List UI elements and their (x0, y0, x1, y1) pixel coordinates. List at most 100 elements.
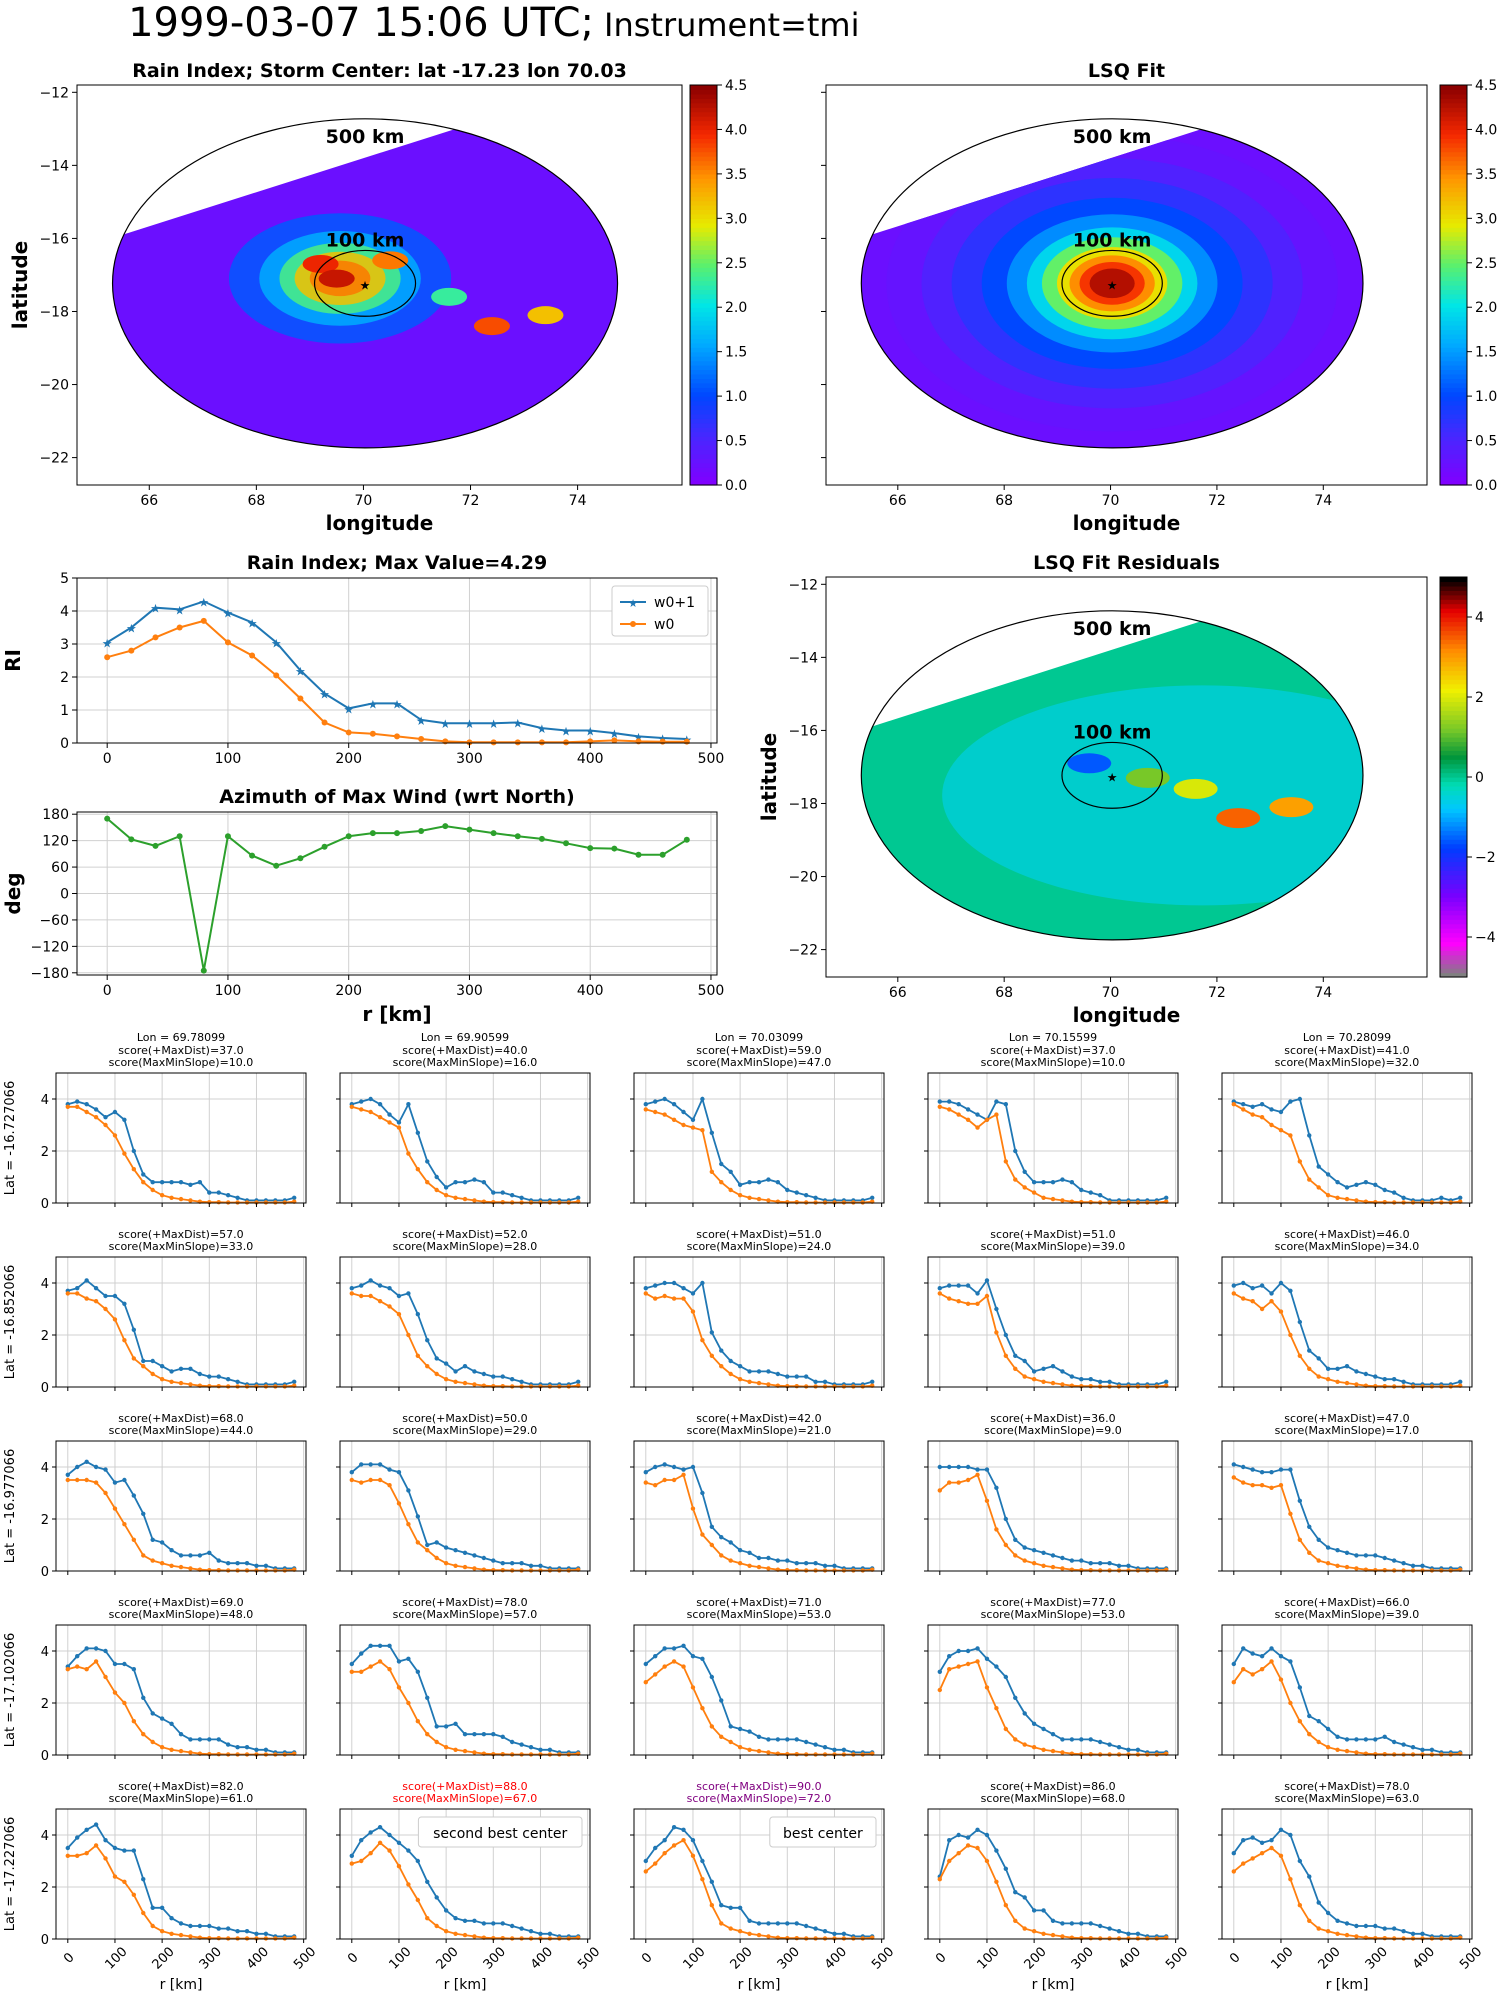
data-point: ★ (247, 617, 258, 631)
y-tick-label: −20 (39, 378, 69, 394)
colorbar-band (1440, 458, 1467, 464)
data-point (159, 1540, 165, 1545)
data-point (178, 1196, 184, 1202)
data-point (1391, 1200, 1397, 1205)
data-point (150, 1923, 155, 1929)
data-point (368, 1096, 373, 1102)
data-point (188, 1750, 193, 1755)
score-maxminslope: score(MaxMinSlope)=57.0 (393, 1608, 538, 1621)
colorbar-band (690, 191, 717, 197)
data-point (965, 1835, 971, 1840)
colorbar-band (1440, 825, 1467, 831)
data-point (681, 1827, 686, 1833)
data-point (785, 1558, 790, 1563)
data-point (643, 1291, 648, 1296)
data-point (611, 845, 618, 852)
data-point (653, 1464, 658, 1470)
candidate-panel: Lon = 70.03099score(+MaxDist)=59.0score(… (630, 1031, 885, 1207)
data-point (1050, 1380, 1056, 1386)
data-point (528, 1929, 534, 1934)
x-tick-label: 70 (355, 493, 373, 509)
data-point (719, 1180, 724, 1185)
data-point (509, 1377, 515, 1382)
data-point (1003, 1353, 1009, 1359)
rain-cell (527, 306, 564, 325)
data-point (273, 1568, 278, 1573)
colorbar-band (1440, 480, 1467, 486)
data-point (104, 815, 111, 822)
colorbar-band (690, 151, 717, 157)
data-point (1022, 1358, 1027, 1364)
data-point (1410, 1384, 1416, 1389)
plot-frame (927, 1808, 1179, 1940)
data-point (1335, 1548, 1340, 1553)
data-point (1022, 1374, 1027, 1379)
colorbar: 0.00.51.01.52.02.53.03.54.04.5 (689, 78, 747, 494)
x-axis-label: longitude (1073, 1003, 1181, 1027)
data-point (169, 1931, 174, 1937)
data-point (1382, 1377, 1387, 1382)
colorbar-band (1440, 865, 1467, 871)
data-point (984, 1685, 990, 1690)
data-point (369, 730, 376, 737)
data-point (1060, 1934, 1065, 1939)
data-point (509, 1923, 515, 1929)
data-point (131, 1537, 137, 1543)
lon-label: Lon = 69.78099 (137, 1031, 225, 1044)
data-point (131, 1356, 137, 1361)
data-point (1410, 1752, 1416, 1757)
data-point (1069, 1921, 1075, 1926)
data-point (1325, 1377, 1331, 1382)
colorbar-band (690, 116, 717, 122)
data-point (406, 1848, 411, 1853)
data-point (1154, 1752, 1159, 1757)
data-point (359, 1838, 364, 1843)
data-point (1307, 1177, 1312, 1182)
data-point (653, 1845, 658, 1851)
data-point (1316, 1900, 1321, 1905)
data-point (244, 1929, 250, 1934)
data-point (728, 1905, 733, 1911)
data-point (1391, 1739, 1397, 1745)
x-tick-label: 100 (974, 1944, 1002, 1972)
data-point (65, 1104, 70, 1110)
data-point (112, 1661, 118, 1667)
data-point (150, 1187, 155, 1193)
data-point (263, 1568, 269, 1573)
data-point (216, 1936, 221, 1941)
colorbar-band (690, 298, 717, 304)
data-point (425, 1916, 430, 1921)
data-point (1269, 1122, 1274, 1128)
colorbar-band (1440, 391, 1467, 397)
colorbar-band (690, 133, 717, 139)
score-maxdist: score(+MaxDist)=52.0 (402, 1228, 527, 1241)
data-point (1231, 1462, 1236, 1467)
score-maxdist: score(+MaxDist)=41.0 (1284, 1044, 1409, 1057)
x-tick-label: 66 (889, 493, 907, 509)
data-point (418, 827, 425, 834)
data-point (965, 1661, 971, 1667)
data-point (1297, 1353, 1303, 1359)
data-point (1401, 1200, 1406, 1205)
y-tick-label: −22 (39, 451, 69, 467)
data-point (803, 1752, 809, 1757)
data-point (1154, 1200, 1159, 1205)
data-point (112, 1317, 118, 1322)
colorbar-tick-label: 2.5 (1475, 256, 1497, 272)
data-point (557, 1200, 562, 1205)
data-point (1269, 1107, 1274, 1112)
data-point (775, 1180, 781, 1185)
colorbar-band (1440, 400, 1467, 406)
data-point (387, 1467, 392, 1472)
data-point (1088, 1377, 1093, 1382)
data-point (1079, 1921, 1084, 1926)
data-point (1241, 1838, 1246, 1843)
data-point (1382, 1734, 1387, 1740)
data-point (297, 695, 304, 702)
data-point (937, 1464, 942, 1470)
data-point (1363, 1371, 1369, 1377)
data-point (1050, 1564, 1056, 1570)
data-point (150, 1358, 155, 1364)
data-point (1401, 1384, 1406, 1389)
